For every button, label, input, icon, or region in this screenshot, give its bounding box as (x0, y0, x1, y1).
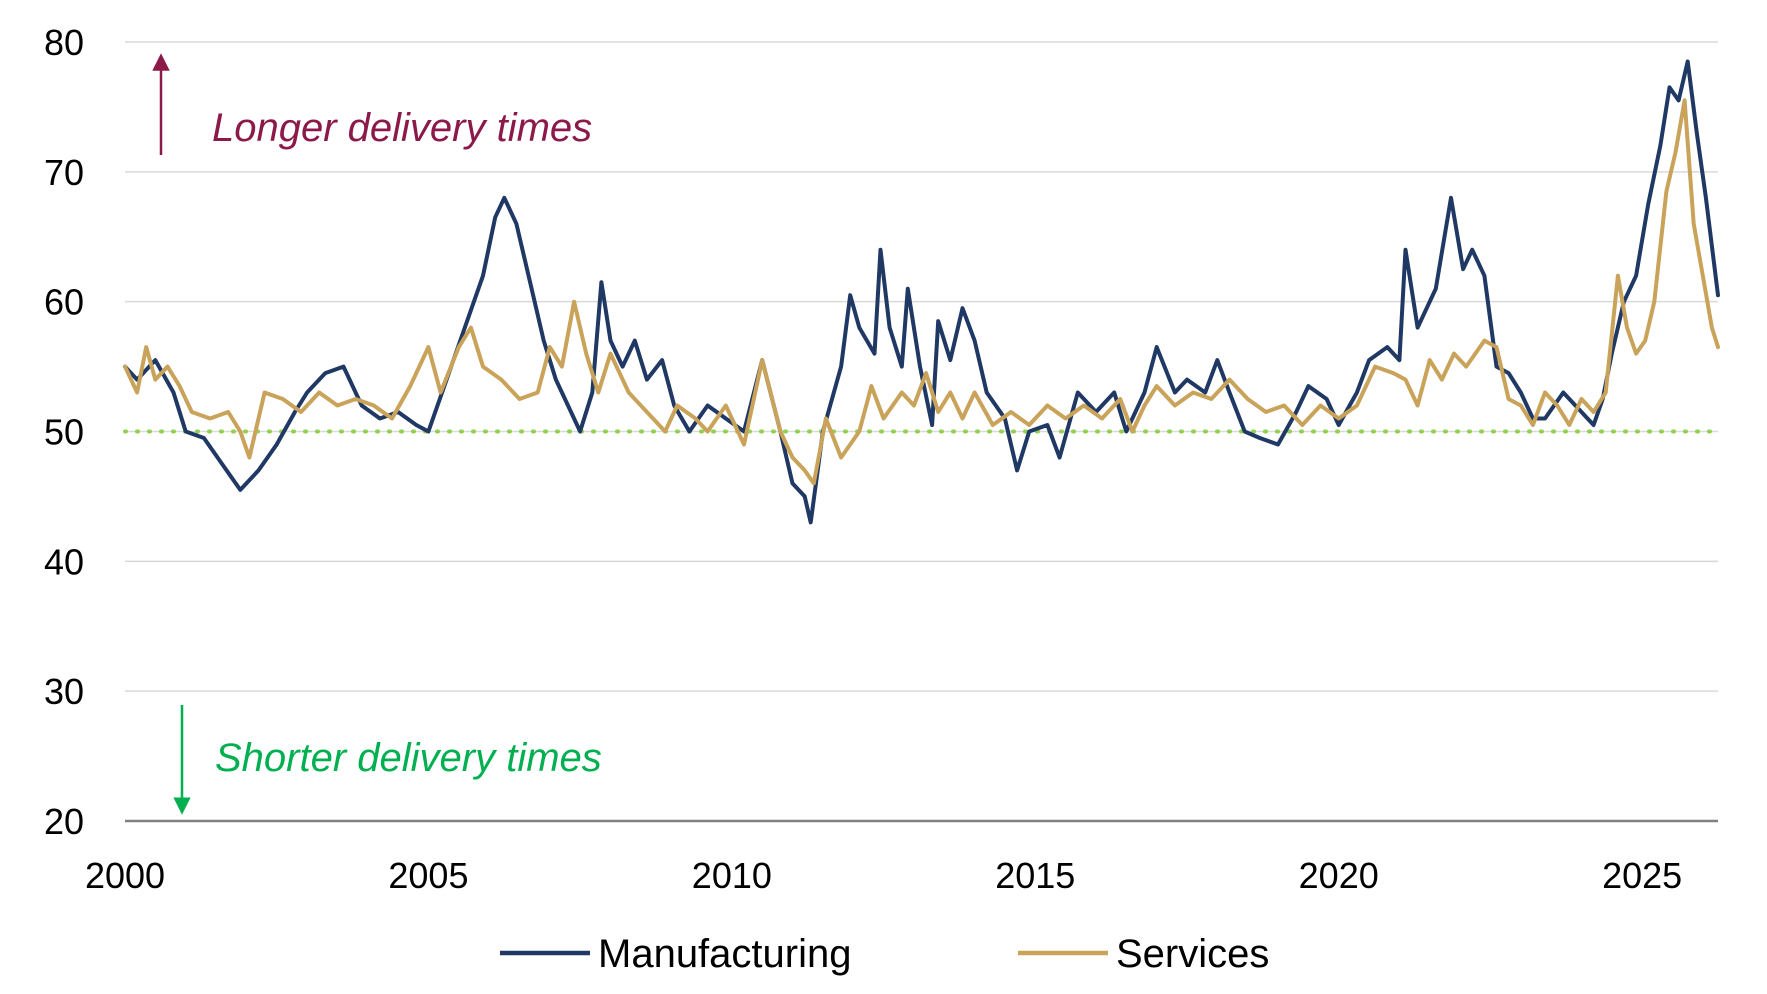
y-tick-label-60: 60 (44, 282, 84, 323)
legend-label-services: Services (1116, 932, 1269, 976)
annotation-shorter-delivery: Shorter delivery times (215, 736, 602, 780)
y-axis-ticks: 20 30 40 50 60 70 80 (44, 22, 84, 842)
y-tick-label-30: 30 (44, 671, 84, 712)
x-tick-label-2010: 2010 (692, 855, 772, 896)
annotation-longer-delivery: Longer delivery times (212, 106, 592, 150)
y-tick-label-20: 20 (44, 801, 84, 842)
legend: Manufacturing Services (500, 932, 1269, 976)
legend-label-manufacturing: Manufacturing (598, 932, 851, 976)
x-tick-label-2020: 2020 (1299, 855, 1379, 896)
series-lines (123, 59, 1720, 525)
y-tick-label-70: 70 (44, 152, 84, 193)
annotations: Longer delivery times Shorter delivery ti… (152, 53, 602, 815)
x-tick-label-2015: 2015 (995, 855, 1075, 896)
x-tick-label-2005: 2005 (388, 855, 468, 896)
series-line-services (123, 98, 1720, 486)
x-tick-label-2000: 2000 (85, 855, 165, 896)
y-tick-label-50: 50 (44, 412, 84, 453)
y-tick-label-40: 40 (44, 541, 84, 582)
y-tick-label-80: 80 (44, 22, 84, 63)
x-tick-label-2025: 2025 (1602, 855, 1682, 896)
x-axis-ticks: 2000 2005 2010 2015 2020 2025 (85, 855, 1682, 896)
